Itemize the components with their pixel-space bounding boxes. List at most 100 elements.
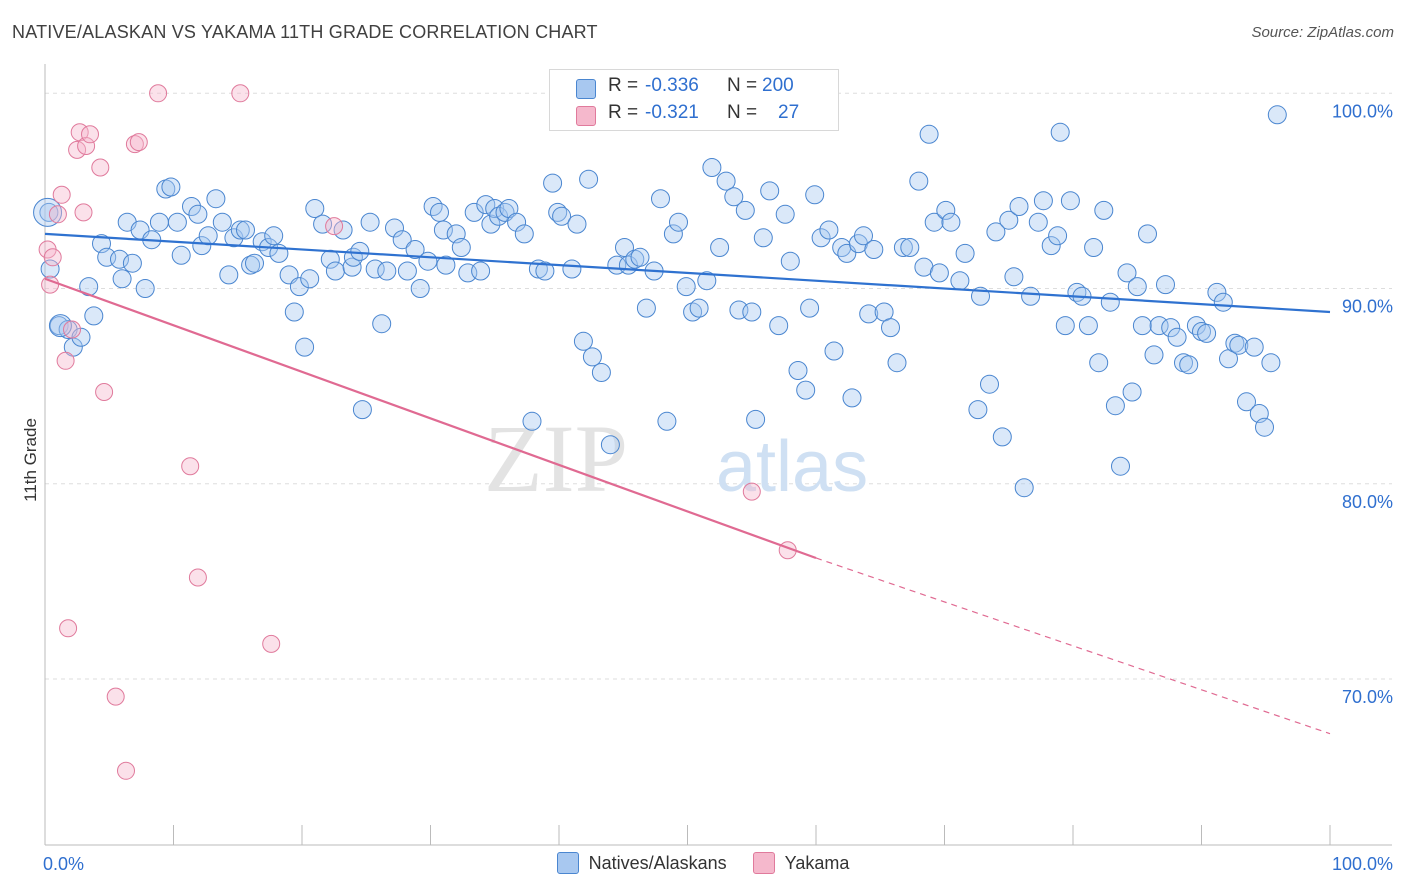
- point-natives: [219, 265, 239, 285]
- r-label: R =: [608, 102, 639, 123]
- point-natives: [636, 298, 656, 318]
- point-yakama: [68, 140, 87, 159]
- point-yakama: [81, 125, 99, 144]
- point-natives: [230, 220, 250, 240]
- point-natives: [941, 212, 961, 232]
- point-natives: [1161, 318, 1181, 338]
- y-tick-label: 80.0%: [1342, 492, 1393, 512]
- r-value: -0.321: [645, 102, 699, 123]
- point-natives: [887, 353, 907, 373]
- point-natives: [295, 337, 315, 357]
- point-natives: [305, 199, 325, 218]
- point-natives: [955, 243, 975, 263]
- trend-line-natives: [44, 232, 1331, 314]
- point-natives: [909, 171, 929, 191]
- point-natives: [769, 316, 789, 336]
- point-natives: [40, 259, 60, 279]
- x-tick-label: 0.0%: [43, 854, 84, 874]
- trend-lines: [44, 232, 1331, 735]
- y-tick-label: 90.0%: [1342, 297, 1393, 317]
- point-natives: [405, 240, 425, 259]
- source-label: Source: ZipAtlas.com: [1251, 24, 1394, 41]
- legend-swatch-natives: [556, 852, 579, 874]
- point-yakama: [742, 482, 761, 501]
- point-natives: [1041, 236, 1061, 256]
- point-natives: [968, 400, 988, 420]
- point-yakama: [52, 185, 71, 204]
- point-natives: [775, 204, 795, 224]
- point-natives: [893, 238, 913, 257]
- point-natives: [543, 173, 563, 193]
- point-natives: [167, 212, 187, 232]
- point-natives: [289, 277, 309, 297]
- point-natives: [657, 411, 677, 431]
- point-natives: [1197, 323, 1217, 343]
- point-natives: [567, 214, 587, 234]
- point-yakama: [41, 275, 60, 294]
- point-natives: [198, 226, 218, 246]
- point-natives: [481, 214, 501, 234]
- point-natives: [992, 427, 1012, 447]
- watermark-zip: ZIP: [484, 405, 628, 512]
- stats-row-natives: R = -0.336 N = 200: [550, 75, 838, 101]
- point-yakama: [63, 320, 81, 339]
- point-yakama: [325, 217, 344, 236]
- point-natives: [936, 200, 956, 220]
- point-natives: [149, 212, 169, 232]
- point-natives: [1144, 345, 1164, 365]
- point-natives: [842, 388, 862, 408]
- point-natives: [1127, 277, 1147, 297]
- point-natives: [135, 279, 155, 298]
- point-natives: [1261, 353, 1281, 373]
- point-natives: [224, 228, 244, 248]
- n-value: 200: [762, 75, 794, 96]
- point-natives: [418, 251, 438, 271]
- point-natives: [39, 202, 59, 222]
- point-natives: [1122, 382, 1142, 402]
- point-yakama: [77, 137, 96, 155]
- point-natives: [430, 202, 449, 222]
- point-natives: [507, 212, 527, 232]
- point-natives: [780, 251, 800, 271]
- point-natives: [1060, 191, 1080, 211]
- trend-line-yakama: [44, 277, 817, 560]
- point-natives: [464, 202, 484, 222]
- point-natives: [188, 204, 208, 224]
- point-natives: [352, 400, 372, 420]
- r-value: -0.336: [645, 75, 699, 96]
- point-natives: [122, 253, 142, 273]
- point-natives: [1033, 191, 1053, 211]
- legend-item-yakama[interactable]: Yakama: [752, 852, 850, 874]
- point-natives: [864, 240, 884, 259]
- legend-label-yakama: Yakama: [784, 852, 850, 873]
- point-natives: [824, 341, 844, 361]
- yakama-swatch: [576, 106, 596, 126]
- point-natives: [552, 206, 572, 226]
- point-natives: [573, 331, 593, 351]
- point-yakama: [43, 248, 62, 267]
- point-natives: [436, 255, 456, 275]
- point-natives: [1244, 337, 1264, 357]
- point-natives: [471, 261, 491, 281]
- point-natives: [702, 158, 722, 177]
- point-natives: [562, 259, 582, 279]
- point-natives: [924, 212, 944, 232]
- point-natives: [919, 124, 939, 144]
- point-natives: [350, 241, 370, 261]
- point-yakama: [95, 383, 114, 401]
- point-natives: [451, 238, 471, 257]
- point-natives: [284, 302, 304, 322]
- point-natives: [697, 271, 717, 291]
- point-natives: [1021, 286, 1041, 306]
- point-yakama: [48, 205, 67, 224]
- point-natives: [110, 249, 129, 269]
- point-natives: [84, 306, 104, 326]
- legend-item-natives[interactable]: Natives/Alaskans: [556, 852, 727, 874]
- point-natives: [71, 327, 91, 347]
- point-natives: [377, 261, 397, 281]
- point-natives: [1004, 267, 1024, 287]
- natives-swatch: [576, 79, 596, 99]
- point-natives: [579, 169, 599, 189]
- point-yakama: [149, 84, 168, 103]
- x-tick-label: 100.0%: [1332, 854, 1393, 874]
